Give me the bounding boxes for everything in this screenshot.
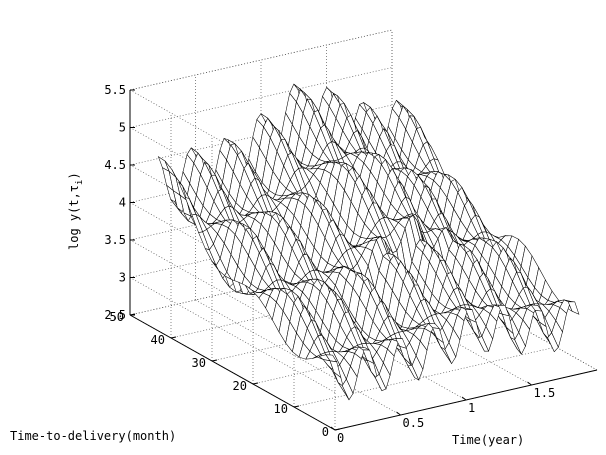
y-tick-label-1: 10 [274, 402, 288, 416]
surface-patch [567, 301, 580, 315]
x-tick-1 [396, 411, 401, 416]
z-tick-label-2: 3.5 [104, 233, 126, 247]
z-axis-title-main: log y(t,τ [67, 185, 81, 250]
grid-line-z-left-1 [129, 277, 336, 393]
x-tick-label-3: 1.5 [534, 386, 556, 400]
z-tick-label-0: 2.5 [104, 308, 126, 322]
surface-layer [157, 83, 580, 401]
y-tick-label-3: 30 [192, 356, 206, 370]
x-axis-title: Time(year) [452, 433, 524, 447]
grid-line-x-floor-1 [195, 299, 401, 416]
x-tick-2 [461, 396, 467, 401]
y-tick-1 [293, 405, 300, 408]
z-axis-title: log y(t,τi) [67, 172, 85, 250]
z-tick-label-6: 5.5 [104, 83, 126, 97]
y-tick-0 [334, 428, 341, 431]
x-tick-0 [330, 426, 336, 431]
y-tick-3 [211, 359, 218, 362]
x-tick-label-0: 0 [337, 431, 344, 445]
axes-layer: 0 0.5 1 1.5 0 10 20 30 40 502.5 3 3.5 4 4.5 5 5.5 [104, 83, 598, 445]
z-tick-label-3: 4 [119, 196, 126, 210]
y-axis-line [129, 314, 336, 431]
y-tick-label-5: 50 [110, 310, 124, 324]
y-tick-2 [252, 382, 259, 385]
y-axis-title: Time-to-delivery(month) [10, 429, 176, 443]
z-tick-label-1: 3 [119, 271, 126, 285]
x-tick-label-1: 0.5 [403, 416, 425, 430]
y-tick-label-2: 20 [233, 379, 247, 393]
svg-text:log y(t,τi): log y(t,τi) [67, 172, 85, 250]
z-axis-title-close: ) [67, 172, 81, 179]
z-tick-label-4: 4.5 [104, 158, 126, 172]
z-tick-label-5: 5 [119, 121, 126, 135]
y-tick-label-0: 0 [322, 425, 329, 439]
x-tick-label-2: 1 [468, 401, 475, 415]
y-tick-4 [170, 336, 177, 339]
y-tick-label-4: 40 [151, 333, 165, 347]
x-tick-3 [527, 381, 532, 386]
z-axis-title-sub: i [75, 180, 85, 185]
